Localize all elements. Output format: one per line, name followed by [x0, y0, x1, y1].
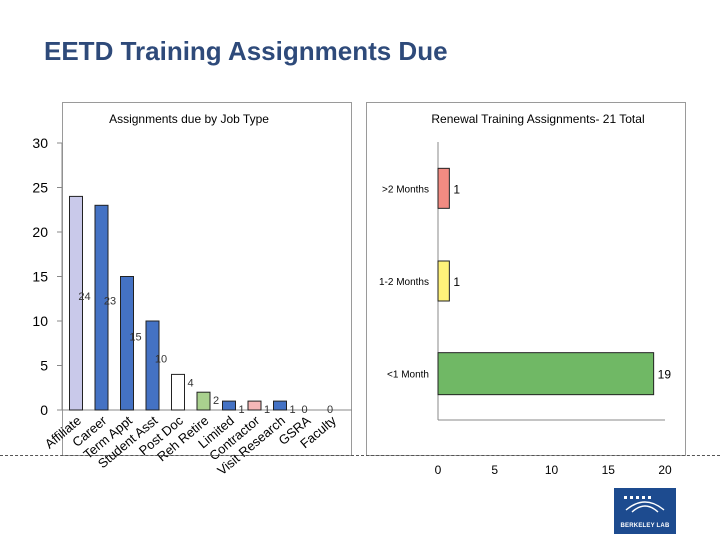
right-chart-title: Renewal Training Assignments- 21 Total: [431, 112, 644, 126]
right-x-tick-label: 15: [602, 463, 616, 477]
left-data-label: 2: [213, 395, 219, 407]
right-x-tick-label: 0: [435, 463, 442, 477]
slide-divider: [0, 455, 720, 456]
slide-title: EETD Training Assignments Due: [44, 36, 448, 66]
left-data-label: 0: [327, 404, 333, 416]
right-category-label: >2 Months: [382, 184, 429, 195]
left-y-tick-label: 10: [32, 313, 48, 329]
right-data-label: 1: [453, 275, 460, 289]
right-category-label: 1-2 Months: [379, 277, 429, 288]
left-bar: [145, 320, 160, 411]
left-data-label: 24: [78, 291, 90, 303]
left-bar: [120, 276, 134, 411]
left-y-tick-label: 30: [32, 135, 48, 151]
left-bar: [94, 204, 109, 411]
right-x-tick-label: 10: [545, 463, 559, 477]
left-bar: [69, 195, 83, 411]
right-category-label: <1 Month: [387, 370, 429, 381]
left-bar: [222, 400, 236, 411]
left-y-tick-label: 15: [32, 269, 48, 285]
left-y-tick-label: 20: [32, 224, 48, 240]
left-data-label: 15: [129, 331, 141, 343]
left-data-label: 1: [290, 404, 296, 416]
left-bar: [247, 400, 262, 411]
right-bar: [437, 352, 655, 396]
left-data-label: 4: [188, 377, 194, 389]
right-data-label: 1: [453, 182, 460, 196]
left-y-tick-label: 25: [32, 180, 48, 196]
left-data-label: 0: [302, 404, 308, 416]
right-x-tick-label: 5: [491, 463, 498, 477]
left-bar: [171, 373, 185, 411]
left-data-label: 10: [155, 354, 167, 366]
left-data-label: 1: [264, 404, 270, 416]
left-bar: [196, 391, 211, 411]
right-bar: [437, 167, 450, 209]
left-y-tick-label: 5: [40, 358, 48, 374]
left-bar: [273, 400, 287, 411]
berkeley-lab-logo: BERKELEY LAB: [614, 488, 676, 534]
right-data-label: 19: [658, 368, 672, 382]
logo-text: BERKELEY LAB: [620, 523, 670, 529]
right-bar: [437, 260, 450, 302]
left-chart-title: Assignments due by Job Type: [109, 112, 269, 126]
left-data-label: 23: [104, 296, 116, 308]
left-data-label: 1: [239, 404, 245, 416]
right-x-tick-label: 20: [658, 463, 672, 477]
left-y-tick-label: 0: [40, 402, 48, 418]
